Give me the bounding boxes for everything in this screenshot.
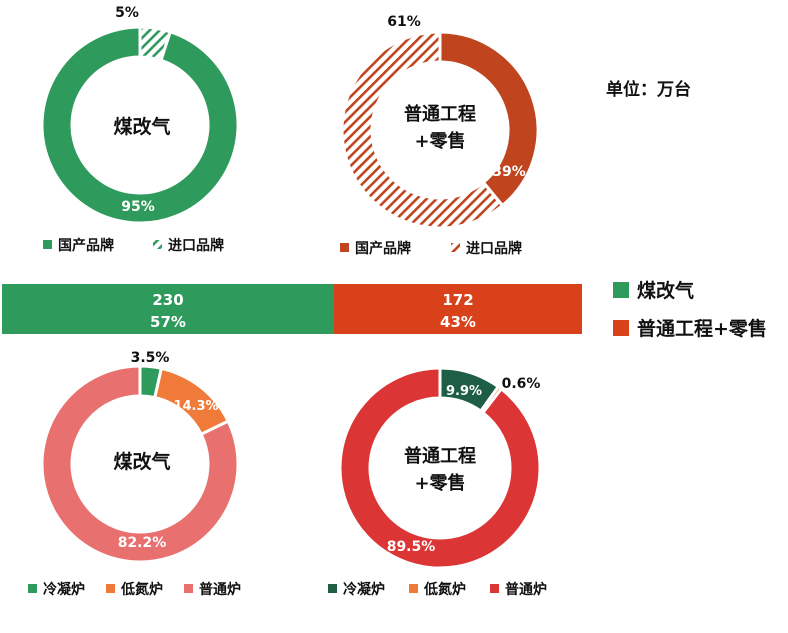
- slice-label-condensing-3-5: 3.5%: [131, 350, 170, 366]
- bar-segment-coal-to-gas: [2, 284, 334, 334]
- legend-swatch-coal-to-gas: [613, 282, 629, 298]
- slice-label-domestic-39: 39%: [492, 164, 526, 180]
- donut-slice-1-1: [340, 30, 505, 230]
- donut-center-title-4: 普通工程 +零售: [404, 445, 476, 494]
- legend-swatch-normal: [490, 584, 499, 593]
- unit-note: 单位：万台: [606, 79, 691, 100]
- legend-swatch-normal: [184, 584, 193, 593]
- donut-chart-coal-to-gas-boiler-type: [40, 364, 240, 564]
- legend-swatch-low-nox: [409, 584, 418, 593]
- donut-center-title-3: 煤改气: [113, 450, 170, 473]
- legend-label-import: 进口品牌: [466, 240, 522, 257]
- legend-swatch-domestic: [43, 240, 52, 249]
- legend-swatch-import: [451, 243, 460, 252]
- legend-stacked-bar: 煤改气 普通工程+零售: [613, 279, 767, 340]
- legend-swatch-engineering-retail: [613, 320, 629, 336]
- slice-label-low-nox-0-6: 0.6%: [502, 376, 541, 392]
- legend-label-engineering-retail: 普通工程+零售: [637, 317, 767, 340]
- legend-swatch-low-nox: [106, 584, 115, 593]
- legend-label-normal: 普通炉: [505, 581, 547, 598]
- legend-label-import: 进口品牌: [168, 237, 224, 254]
- stacked-bar: 230 57% 172 43%: [2, 284, 582, 334]
- donut-slice-0-1: [40, 25, 240, 225]
- legend-swatch-condensing: [328, 584, 337, 593]
- legend-swatch-import: [153, 240, 162, 249]
- bar-percent-engineering-retail: 43%: [440, 313, 476, 331]
- donut-chart-engineering-retail-brand: [340, 30, 540, 230]
- slice-label-normal-89-5: 89.5%: [387, 539, 436, 555]
- bar-value-coal-to-gas: 230: [152, 291, 183, 309]
- legend-swatch-condensing: [28, 584, 37, 593]
- legend-label-domestic: 国产品牌: [355, 240, 411, 257]
- legend-label-normal: 普通炉: [199, 581, 241, 598]
- donut-slice-1-0: [438, 30, 540, 208]
- donut-slice-4-2: [338, 366, 542, 570]
- slice-label-import-61: 61%: [387, 14, 421, 30]
- donut-chart-engineering-retail-boiler-type: [338, 366, 542, 570]
- legend-engineering-retail-brand: 国产品牌 进口品牌: [340, 240, 522, 257]
- legend-label-condensing: 冷凝炉: [43, 581, 85, 598]
- donut-center-title-2: 普通工程 +零售: [404, 103, 476, 152]
- legend-coal-to-gas-boiler-type: 冷凝炉 低氮炉 普通炉: [28, 581, 241, 598]
- legend-label-low-nox: 低氮炉: [423, 581, 466, 598]
- slice-label-condensing-9-9: 9.9%: [446, 384, 482, 399]
- svg-text:普通工程: 普通工程: [404, 103, 476, 125]
- legend-label-condensing: 冷凝炉: [343, 581, 385, 598]
- legend-coal-to-gas-brand: 国产品牌 进口品牌: [43, 237, 224, 254]
- slice-label-domestic-95: 95%: [121, 199, 155, 215]
- donut-slice-3-2: [40, 364, 240, 564]
- legend-engineering-retail-boiler-type: 冷凝炉 低氮炉 普通炉: [328, 581, 547, 598]
- legend-swatch-domestic: [340, 243, 349, 252]
- donut-center-title-1: 煤改气: [113, 115, 170, 138]
- donut-chart-coal-to-gas-brand: [40, 25, 240, 225]
- bar-segment-engineering-retail: [334, 284, 582, 334]
- bar-value-engineering-retail: 172: [442, 291, 473, 309]
- svg-text:+零售: +零售: [414, 472, 465, 494]
- legend-label-coal-to-gas: 煤改气: [637, 279, 694, 302]
- slice-label-low-nox-14-3: 14.3%: [173, 399, 218, 414]
- slice-label-import-5: 5%: [115, 5, 139, 21]
- legend-label-domestic: 国产品牌: [58, 237, 114, 254]
- svg-text:+零售: +零售: [414, 130, 465, 152]
- bar-percent-coal-to-gas: 57%: [150, 313, 186, 331]
- svg-text:普通工程: 普通工程: [404, 445, 476, 467]
- slice-label-normal-82-2: 82.2%: [118, 535, 167, 551]
- legend-label-low-nox: 低氮炉: [120, 581, 163, 598]
